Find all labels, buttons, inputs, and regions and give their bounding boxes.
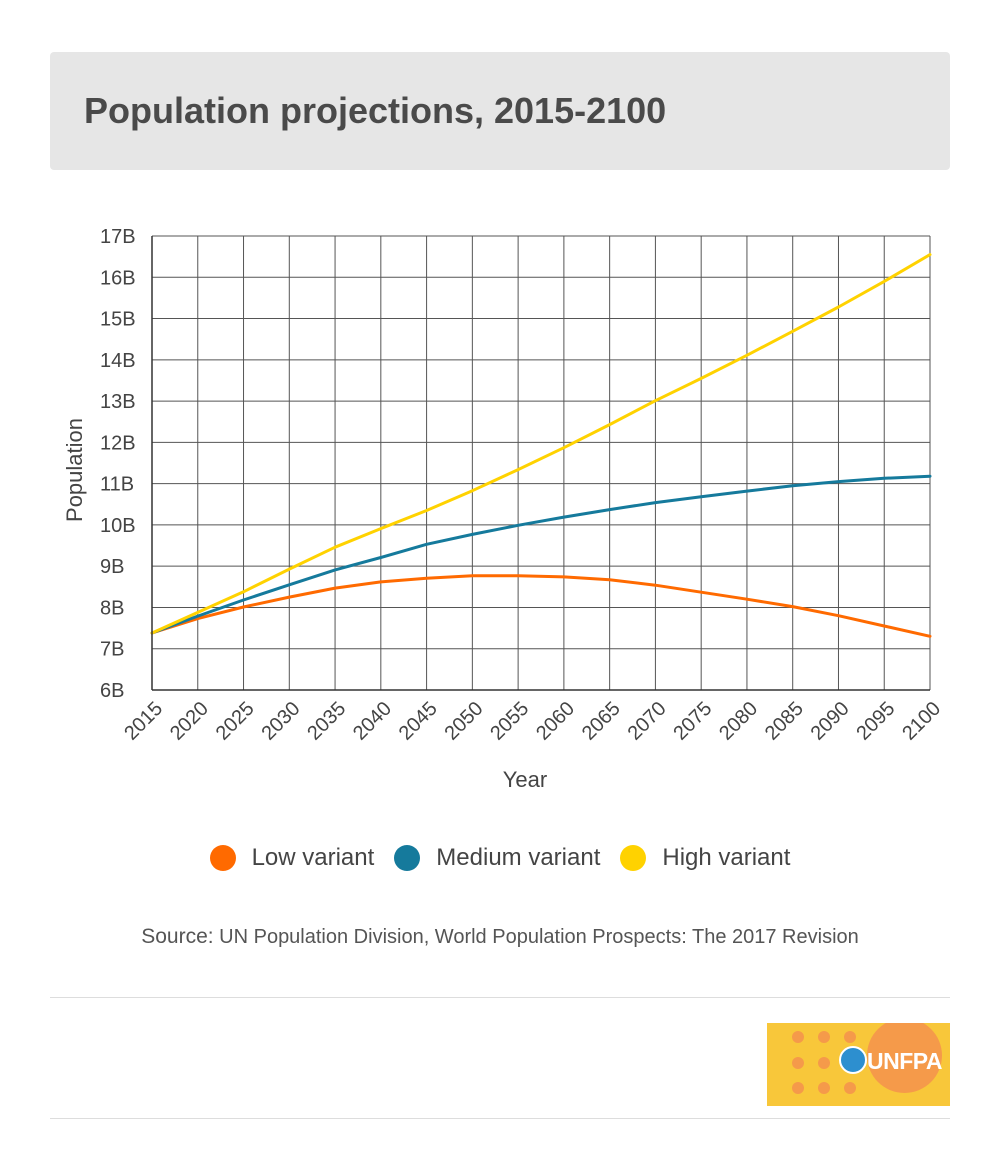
x-tick-label: 2075	[669, 698, 716, 745]
y-tick-label: 15B	[100, 309, 136, 331]
y-tick-label: 7B	[100, 639, 124, 661]
legend-dot-medium	[394, 845, 421, 871]
y-tick-label: 6B	[100, 680, 124, 702]
legend-label-medium: Medium variant	[436, 844, 601, 871]
legend-item-medium[interactable]: Medium variant	[394, 844, 600, 872]
series-lines	[150, 253, 932, 638]
y-tick-label: 11B	[100, 474, 134, 496]
legend-item-low[interactable]: Low variant	[209, 844, 375, 872]
y-tick-label: 12B	[100, 432, 136, 454]
x-tick-label: 2070	[624, 698, 671, 745]
x-tick-label: 2015	[120, 698, 167, 745]
x-tick-label: 2025	[212, 698, 259, 745]
x-tick-label: 2090	[807, 698, 854, 745]
divider-bottom	[50, 1118, 950, 1119]
x-tick-label: 2065	[578, 698, 625, 745]
x-tick-label: 2100	[898, 698, 945, 745]
x-tick-label: 2060	[532, 698, 579, 745]
series-line-high	[150, 253, 932, 635]
y-tick-label: 10B	[100, 515, 136, 537]
un-emblem-icon	[839, 1046, 867, 1074]
source-text: UN Population Division, World Population…	[219, 926, 859, 948]
legend-dot-low	[209, 845, 236, 871]
y-tick-label: 13B	[100, 391, 136, 413]
y-tick-label: 14B	[100, 350, 136, 372]
legend-label-low: Low variant	[251, 844, 375, 871]
x-tick-label: 2045	[395, 698, 442, 745]
x-tick-label: 2020	[166, 698, 213, 745]
series-line-low	[150, 574, 932, 638]
x-tick-label: 2050	[441, 698, 488, 745]
source-label: Source:	[141, 925, 214, 948]
logo-text: UNFPA	[867, 1048, 943, 1074]
x-tick-label: 2055	[486, 698, 533, 745]
series-line-medium	[150, 474, 932, 635]
y-tick-label: 9B	[100, 556, 124, 578]
legend: Low variant Medium variant High variant	[0, 844, 1000, 872]
x-tick-label: 2040	[349, 698, 396, 745]
legend-label-high: High variant	[662, 844, 791, 871]
y-tick-label: 8B	[100, 597, 124, 619]
y-axis-label: Population	[62, 418, 87, 522]
x-axis-label: Year	[503, 767, 547, 792]
axes	[151, 236, 930, 691]
x-tick-label: 2030	[257, 698, 304, 745]
x-tick-label: 2095	[852, 698, 899, 745]
population-chart: 6B 7B 8B 9B 10B 11B 12B 13B 14B 15B 16B 17B 20152020…	[62, 226, 945, 792]
y-tick-label: 16B	[100, 267, 136, 289]
divider-top	[50, 997, 950, 998]
x-tick-label: 2080	[715, 698, 762, 745]
x-tick-label: 2085	[761, 698, 808, 745]
legend-item-high[interactable]: High variant	[620, 844, 790, 872]
x-tick-label: 2035	[303, 698, 350, 745]
page-title: Population projections, 2015-2100	[84, 90, 667, 131]
legend-dot-high	[620, 845, 647, 871]
source-note: Source: UN Population Division, World Po…	[0, 925, 1000, 949]
grid	[151, 235, 931, 691]
title-box: Population projections, 2015-2100	[50, 52, 950, 170]
tick-labels: 6B 7B 8B 9B 10B 11B 12B 13B 14B 15B 16B 17B 20152020…	[100, 226, 945, 745]
unfpa-logo: UNFPA	[767, 1023, 950, 1106]
y-tick-label: 17B	[100, 226, 136, 248]
